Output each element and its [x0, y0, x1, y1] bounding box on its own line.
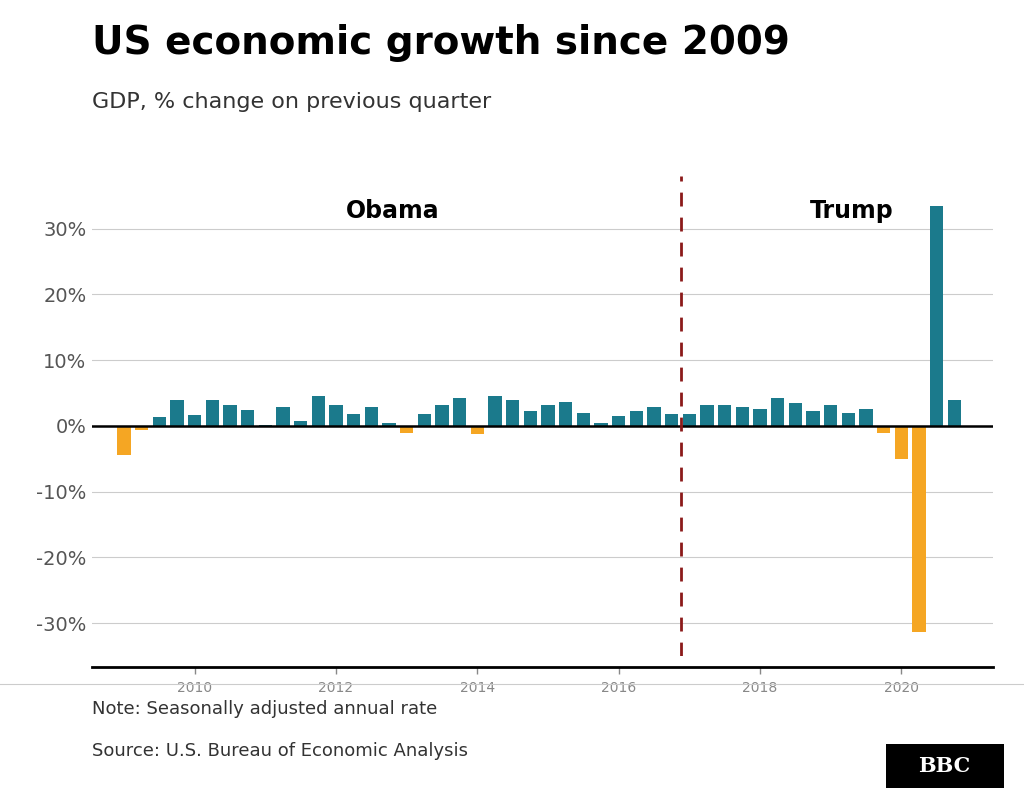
Bar: [153, 418, 166, 426]
Bar: [930, 206, 943, 426]
Bar: [488, 396, 502, 426]
Bar: [206, 400, 219, 426]
Bar: [895, 426, 908, 458]
Bar: [577, 413, 590, 426]
Bar: [735, 407, 750, 426]
Bar: [877, 426, 891, 433]
Bar: [330, 405, 343, 426]
Bar: [630, 410, 643, 426]
Text: Note: Seasonally adjusted annual rate: Note: Seasonally adjusted annual rate: [92, 700, 437, 718]
Bar: [400, 426, 414, 433]
Bar: [506, 399, 519, 426]
Bar: [771, 398, 784, 426]
Bar: [788, 403, 802, 426]
Bar: [435, 405, 449, 426]
Bar: [700, 406, 714, 426]
Bar: [523, 410, 537, 426]
Bar: [365, 407, 378, 426]
Bar: [594, 423, 607, 426]
Bar: [612, 416, 626, 426]
Bar: [542, 405, 555, 426]
Bar: [754, 410, 767, 426]
Bar: [947, 399, 962, 426]
Bar: [135, 426, 148, 430]
Bar: [294, 421, 307, 426]
Bar: [382, 422, 395, 426]
Bar: [241, 410, 254, 426]
Bar: [683, 414, 696, 426]
Text: BBC: BBC: [919, 756, 971, 776]
Text: Obama: Obama: [346, 199, 439, 223]
Bar: [118, 426, 131, 454]
Text: US economic growth since 2009: US economic growth since 2009: [92, 24, 791, 62]
Bar: [718, 405, 731, 426]
Bar: [276, 406, 290, 426]
Bar: [188, 414, 202, 426]
Bar: [665, 414, 679, 426]
Bar: [347, 414, 360, 426]
Bar: [647, 406, 660, 426]
Text: Source: U.S. Bureau of Economic Analysis: Source: U.S. Bureau of Economic Analysis: [92, 742, 468, 760]
Bar: [418, 414, 431, 426]
Bar: [912, 426, 926, 632]
Bar: [453, 398, 466, 426]
Text: GDP, % change on previous quarter: GDP, % change on previous quarter: [92, 92, 492, 112]
Text: Trump: Trump: [810, 199, 894, 223]
Bar: [559, 402, 572, 426]
Bar: [806, 410, 820, 426]
Bar: [859, 409, 872, 426]
Bar: [170, 400, 183, 426]
Bar: [223, 405, 237, 426]
Bar: [471, 426, 484, 434]
Bar: [824, 406, 838, 426]
Bar: [311, 396, 325, 426]
Bar: [842, 413, 855, 426]
